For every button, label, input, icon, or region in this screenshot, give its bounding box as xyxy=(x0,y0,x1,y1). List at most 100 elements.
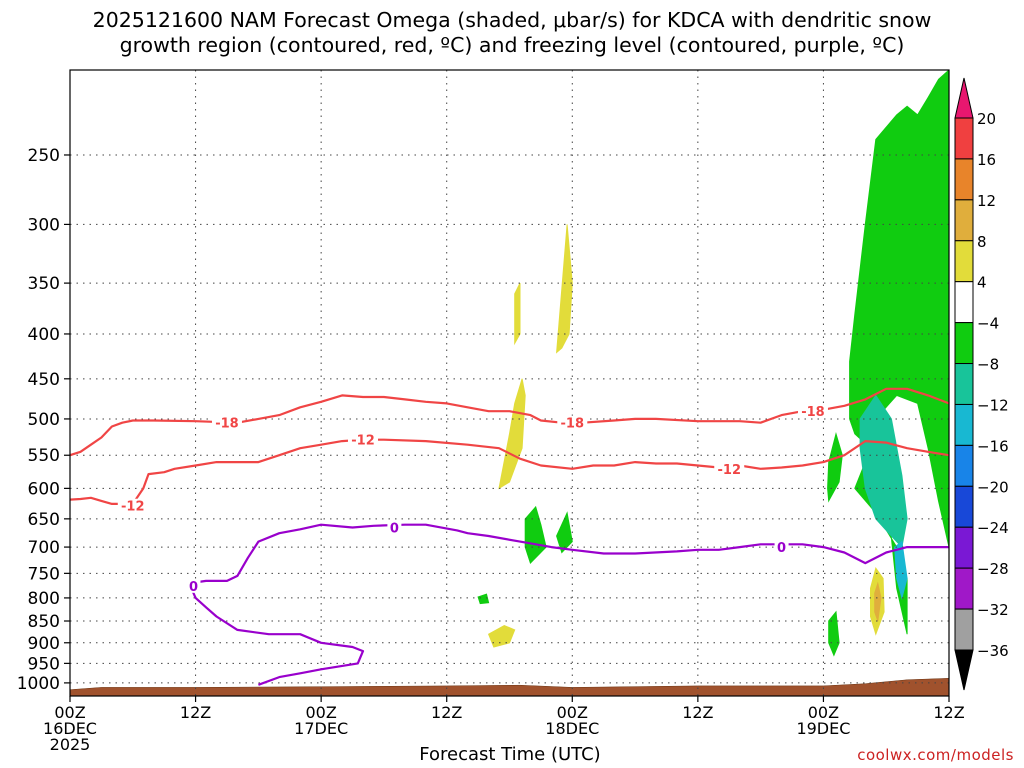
terrain-surface xyxy=(69,678,950,697)
x-axis-title: Forecast Time (UTC) xyxy=(419,744,601,765)
y-tick-label: 550 xyxy=(28,446,60,466)
omega-shaded-region-9 xyxy=(556,224,573,354)
colorbar-label: 16 xyxy=(977,151,996,169)
shaded-omega-layer xyxy=(477,70,949,661)
x-tick-label: 00Z xyxy=(305,703,336,722)
contour-label-bg xyxy=(387,520,402,535)
contour-label: 0 xyxy=(189,580,198,595)
omega-shaded-region-2 xyxy=(828,610,840,657)
colorbar-label: 4 xyxy=(977,274,987,292)
colorbar-segment xyxy=(954,363,974,405)
colorbar-label: −20 xyxy=(977,478,1009,496)
terrain-layer xyxy=(69,678,950,697)
contour-label-bg xyxy=(117,498,148,513)
omega-shaded-region-4 xyxy=(556,511,573,554)
colorbar-segment xyxy=(954,240,974,283)
omega-shaded-region-11 xyxy=(498,378,526,490)
contour-label-bg xyxy=(797,404,828,419)
colorbar-bottom-arrow xyxy=(954,649,974,691)
colorbar-label: −8 xyxy=(977,356,999,374)
colorbar-label: −12 xyxy=(977,396,1009,414)
chart-title: 2025121600 NAM Forecast Omega (shaded, μ… xyxy=(0,8,1024,58)
colorbar-segment xyxy=(954,608,974,651)
colorbar-segment xyxy=(954,322,974,365)
colorbar-segment xyxy=(954,117,974,160)
contour-line-3 xyxy=(189,585,365,686)
colorbar-segment xyxy=(954,158,974,201)
x-tick-label: 12Z xyxy=(431,703,462,722)
y-tick-label: 700 xyxy=(28,538,60,558)
omega-shaded-region-7 xyxy=(859,394,908,549)
omega-shaded-region-14 xyxy=(874,581,882,622)
colorbar-segment xyxy=(954,444,974,487)
contour-line-1 xyxy=(70,438,949,505)
y-tick-label: 650 xyxy=(28,510,60,530)
y-tick-label: 750 xyxy=(28,564,60,584)
colorbar-top-arrow xyxy=(954,77,974,119)
y-tick-label: 800 xyxy=(28,589,60,609)
x-tick-label: 00Z xyxy=(557,703,588,722)
y-tick-label: 950 xyxy=(28,654,60,674)
x-tick-label: 00Z xyxy=(54,703,85,722)
colorbar-label: 20 xyxy=(977,110,996,128)
contour-label: -12 xyxy=(718,463,742,478)
colorbar-segment xyxy=(954,281,974,324)
contour-label-bg xyxy=(348,432,378,447)
colorbar-label: −16 xyxy=(977,437,1009,455)
y-tick-label: 350 xyxy=(28,274,60,294)
contour-label: -12 xyxy=(121,500,145,515)
contour-label: 0 xyxy=(390,522,399,537)
chart-title-line-2: growth region (contoured, red, ºC) and f… xyxy=(119,33,905,57)
colorbar-label: −28 xyxy=(977,560,1009,578)
x-tick-label: 12Z xyxy=(933,703,964,722)
y-tick-label: 300 xyxy=(28,215,60,235)
contour-label: -18 xyxy=(215,417,239,432)
contour-label-bg xyxy=(186,578,201,593)
y-tick-label: 400 xyxy=(28,325,60,345)
colorbar-segment xyxy=(954,485,974,528)
colorbar: 20 16 12 8 4 −4 −8 −12 −16 −20 −24 −28 −32 −36 xyxy=(954,77,1009,691)
x-tick-label: 18DEC xyxy=(545,719,599,738)
x-tick-label: 00Z xyxy=(808,703,839,722)
contour-label-bg xyxy=(774,540,789,555)
omega-shaded-region-12 xyxy=(487,624,516,648)
y-tick-label: 250 xyxy=(28,146,60,166)
x-tick-label: 16DEC xyxy=(43,719,97,738)
contour-label-bg xyxy=(714,461,745,476)
y-tick-label: 450 xyxy=(28,370,60,390)
colorbar-label: 8 xyxy=(977,233,987,251)
x-tick-label: 19DEC xyxy=(796,719,850,738)
omega-shaded-region-5 xyxy=(477,593,490,605)
colorbar-label: −4 xyxy=(977,315,999,333)
colorbar-label: 12 xyxy=(977,192,996,210)
plot-frame xyxy=(69,69,950,697)
colorbar-segment xyxy=(954,526,974,569)
omega-shaded-region-1 xyxy=(827,432,843,503)
contour-label-bg xyxy=(557,415,588,430)
colorbar-segment xyxy=(954,199,974,242)
colorbar-segment xyxy=(954,403,974,446)
y-tick-label: 600 xyxy=(28,479,60,499)
contour-label: -18 xyxy=(801,405,825,420)
colorbar-segment xyxy=(954,567,974,610)
credit-text: coolwx.com/models xyxy=(857,746,1014,764)
y-tick-label: 850 xyxy=(28,612,60,632)
omega-shaded-region-3 xyxy=(524,505,547,565)
contour-label: -18 xyxy=(561,417,585,432)
chart-title-line-1: 2025121600 NAM Forecast Omega (shaded, μ… xyxy=(92,8,932,32)
axes-layer: 2503003504004505005506006507007508008509… xyxy=(17,69,965,754)
y-tick-label: 500 xyxy=(28,410,60,430)
x-tick-label: 2025 xyxy=(50,735,91,754)
x-tick-label: 12Z xyxy=(682,703,713,722)
grid-layer xyxy=(70,70,949,696)
contour-label: -12 xyxy=(351,434,375,449)
colorbar-label: −32 xyxy=(977,601,1009,619)
contour-label-bg xyxy=(211,415,242,430)
y-tick-label: 900 xyxy=(28,634,60,654)
x-tick-label: 12Z xyxy=(180,703,211,722)
contour-label: 0 xyxy=(777,541,786,556)
contour-label-layer: -18 -12 -18 -12 -18 -12 0 0 0 xyxy=(117,404,828,595)
y-tick-label: 1000 xyxy=(17,674,60,694)
colorbar-label: −36 xyxy=(977,642,1009,660)
